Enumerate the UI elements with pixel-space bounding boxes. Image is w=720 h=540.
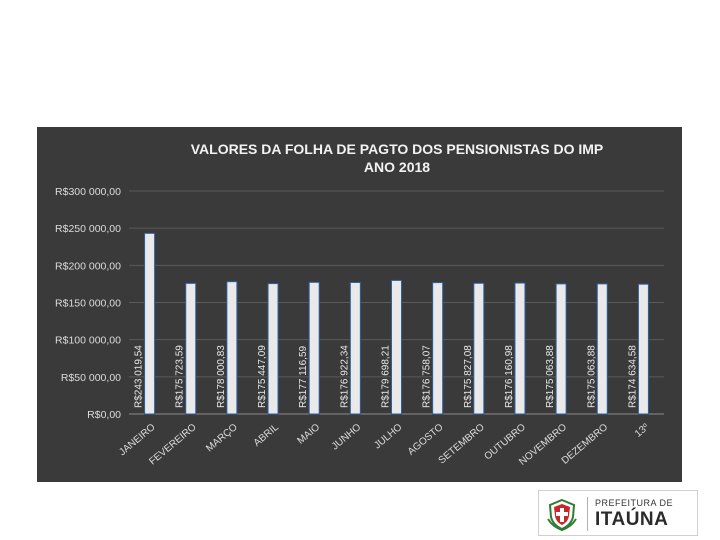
x-tick-label: AGOSTO [406,422,446,458]
y-axis: R$0,00 R$50 000,00 R$100 000,00 R$150 000,0… [55,186,121,421]
bar [596,283,608,415]
bar [267,283,279,415]
bar [432,282,444,415]
x-tick-label: 13º [633,422,652,440]
bar [514,282,526,415]
data-label: R$174 634,58 [627,345,638,408]
bar [555,283,567,415]
y-tick-label: R$200 000,00 [55,260,121,272]
x-tick-label: MARÇO [204,422,240,454]
data-label: R$176 160,98 [504,345,515,408]
bar [473,282,485,415]
x-tick-label: ABRIL [252,422,282,449]
data-label: R$176 758,07 [422,345,433,408]
bar [391,279,402,415]
x-tick-label: JUNHO [330,422,364,453]
data-label: R$175 063,88 [545,345,556,408]
logo-divider [587,497,588,531]
data-label: R$178 000,83 [216,345,227,408]
chart-subtitle: ANO 2018 [364,159,430,175]
prefeitura-logo: PREFEITURA DE ITAÚNA [538,490,698,536]
data-labels: R$243 019,54 R$175 723,59 R$178 000,83 R$17… [134,345,639,408]
x-tick-label: MAIO [295,422,322,447]
bar [226,281,238,415]
bars [144,232,649,415]
data-label: R$175 063,88 [586,345,597,408]
data-label: R$177 116,59 [298,345,309,408]
bar [308,281,320,415]
y-tick-label: R$300 000,00 [55,186,121,198]
logo-line-2: ITAÚNA [595,509,669,530]
logo-line-1: PREFEITURA DE [595,498,674,508]
bar [349,281,361,415]
data-label: R$243 019,54 [134,345,145,408]
data-label: R$175 447,09 [257,345,268,408]
bar-chart: VALORES DA FOLHA DE PAGTO DOS PENSIONIST… [55,141,664,468]
city-crest-icon [547,498,577,531]
x-tick-label: JANEIRO [117,422,157,458]
y-tick-label: R$250 000,00 [55,223,121,235]
chart-title: VALORES DA FOLHA DE PAGTO DOS PENSIONIST… [191,141,604,157]
y-tick-label: R$150 000,00 [55,298,121,310]
x-tick-label: JULHO [372,422,404,452]
bar [144,232,156,415]
chart-panel: VALORES DA FOLHA DE PAGTO DOS PENSIONIST… [37,127,682,482]
data-label: R$179 698,21 [381,345,392,408]
y-tick-label: R$0,00 [87,409,121,421]
data-label: R$175 723,59 [175,345,186,408]
bar [637,283,649,415]
data-label: R$176 922,34 [339,345,350,408]
bar [185,282,197,415]
data-label: R$175 827,08 [463,345,474,408]
x-tick-label: SETEMBRO [437,422,487,467]
y-tick-label: R$100 000,00 [55,335,121,347]
y-tick-label: R$50 000,00 [61,372,121,384]
